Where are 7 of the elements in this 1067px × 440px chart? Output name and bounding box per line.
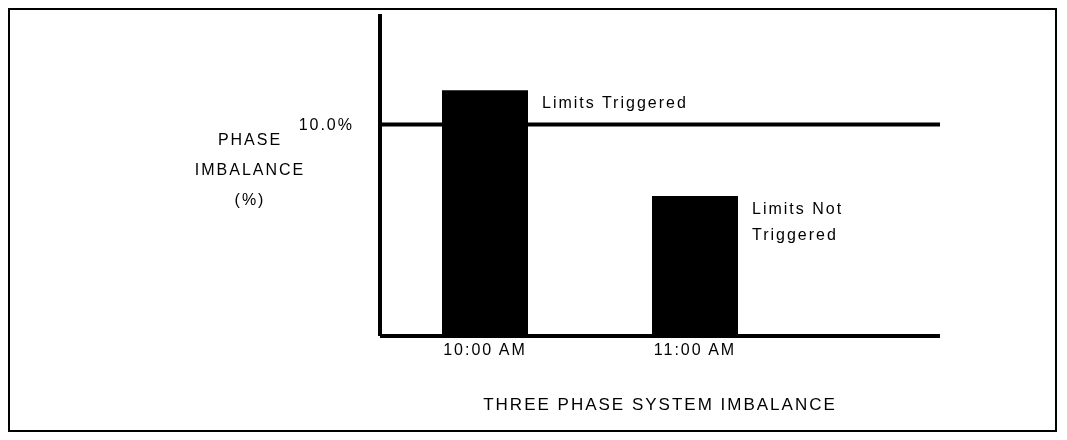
annotation: Limits Not Triggered: [752, 199, 844, 243]
text: 10.0%: [298, 116, 354, 134]
x-tick-label: 10:00 AM: [443, 341, 527, 359]
x-tick-label: 11:00 AM: [653, 341, 737, 359]
annotation: Limits Triggered: [542, 94, 688, 112]
x-axis-title: THREE PHASE SYSTEM IMBALANCE: [483, 395, 837, 414]
y-axis-title: PHASE IMBALANCE (%): [194, 131, 306, 208]
